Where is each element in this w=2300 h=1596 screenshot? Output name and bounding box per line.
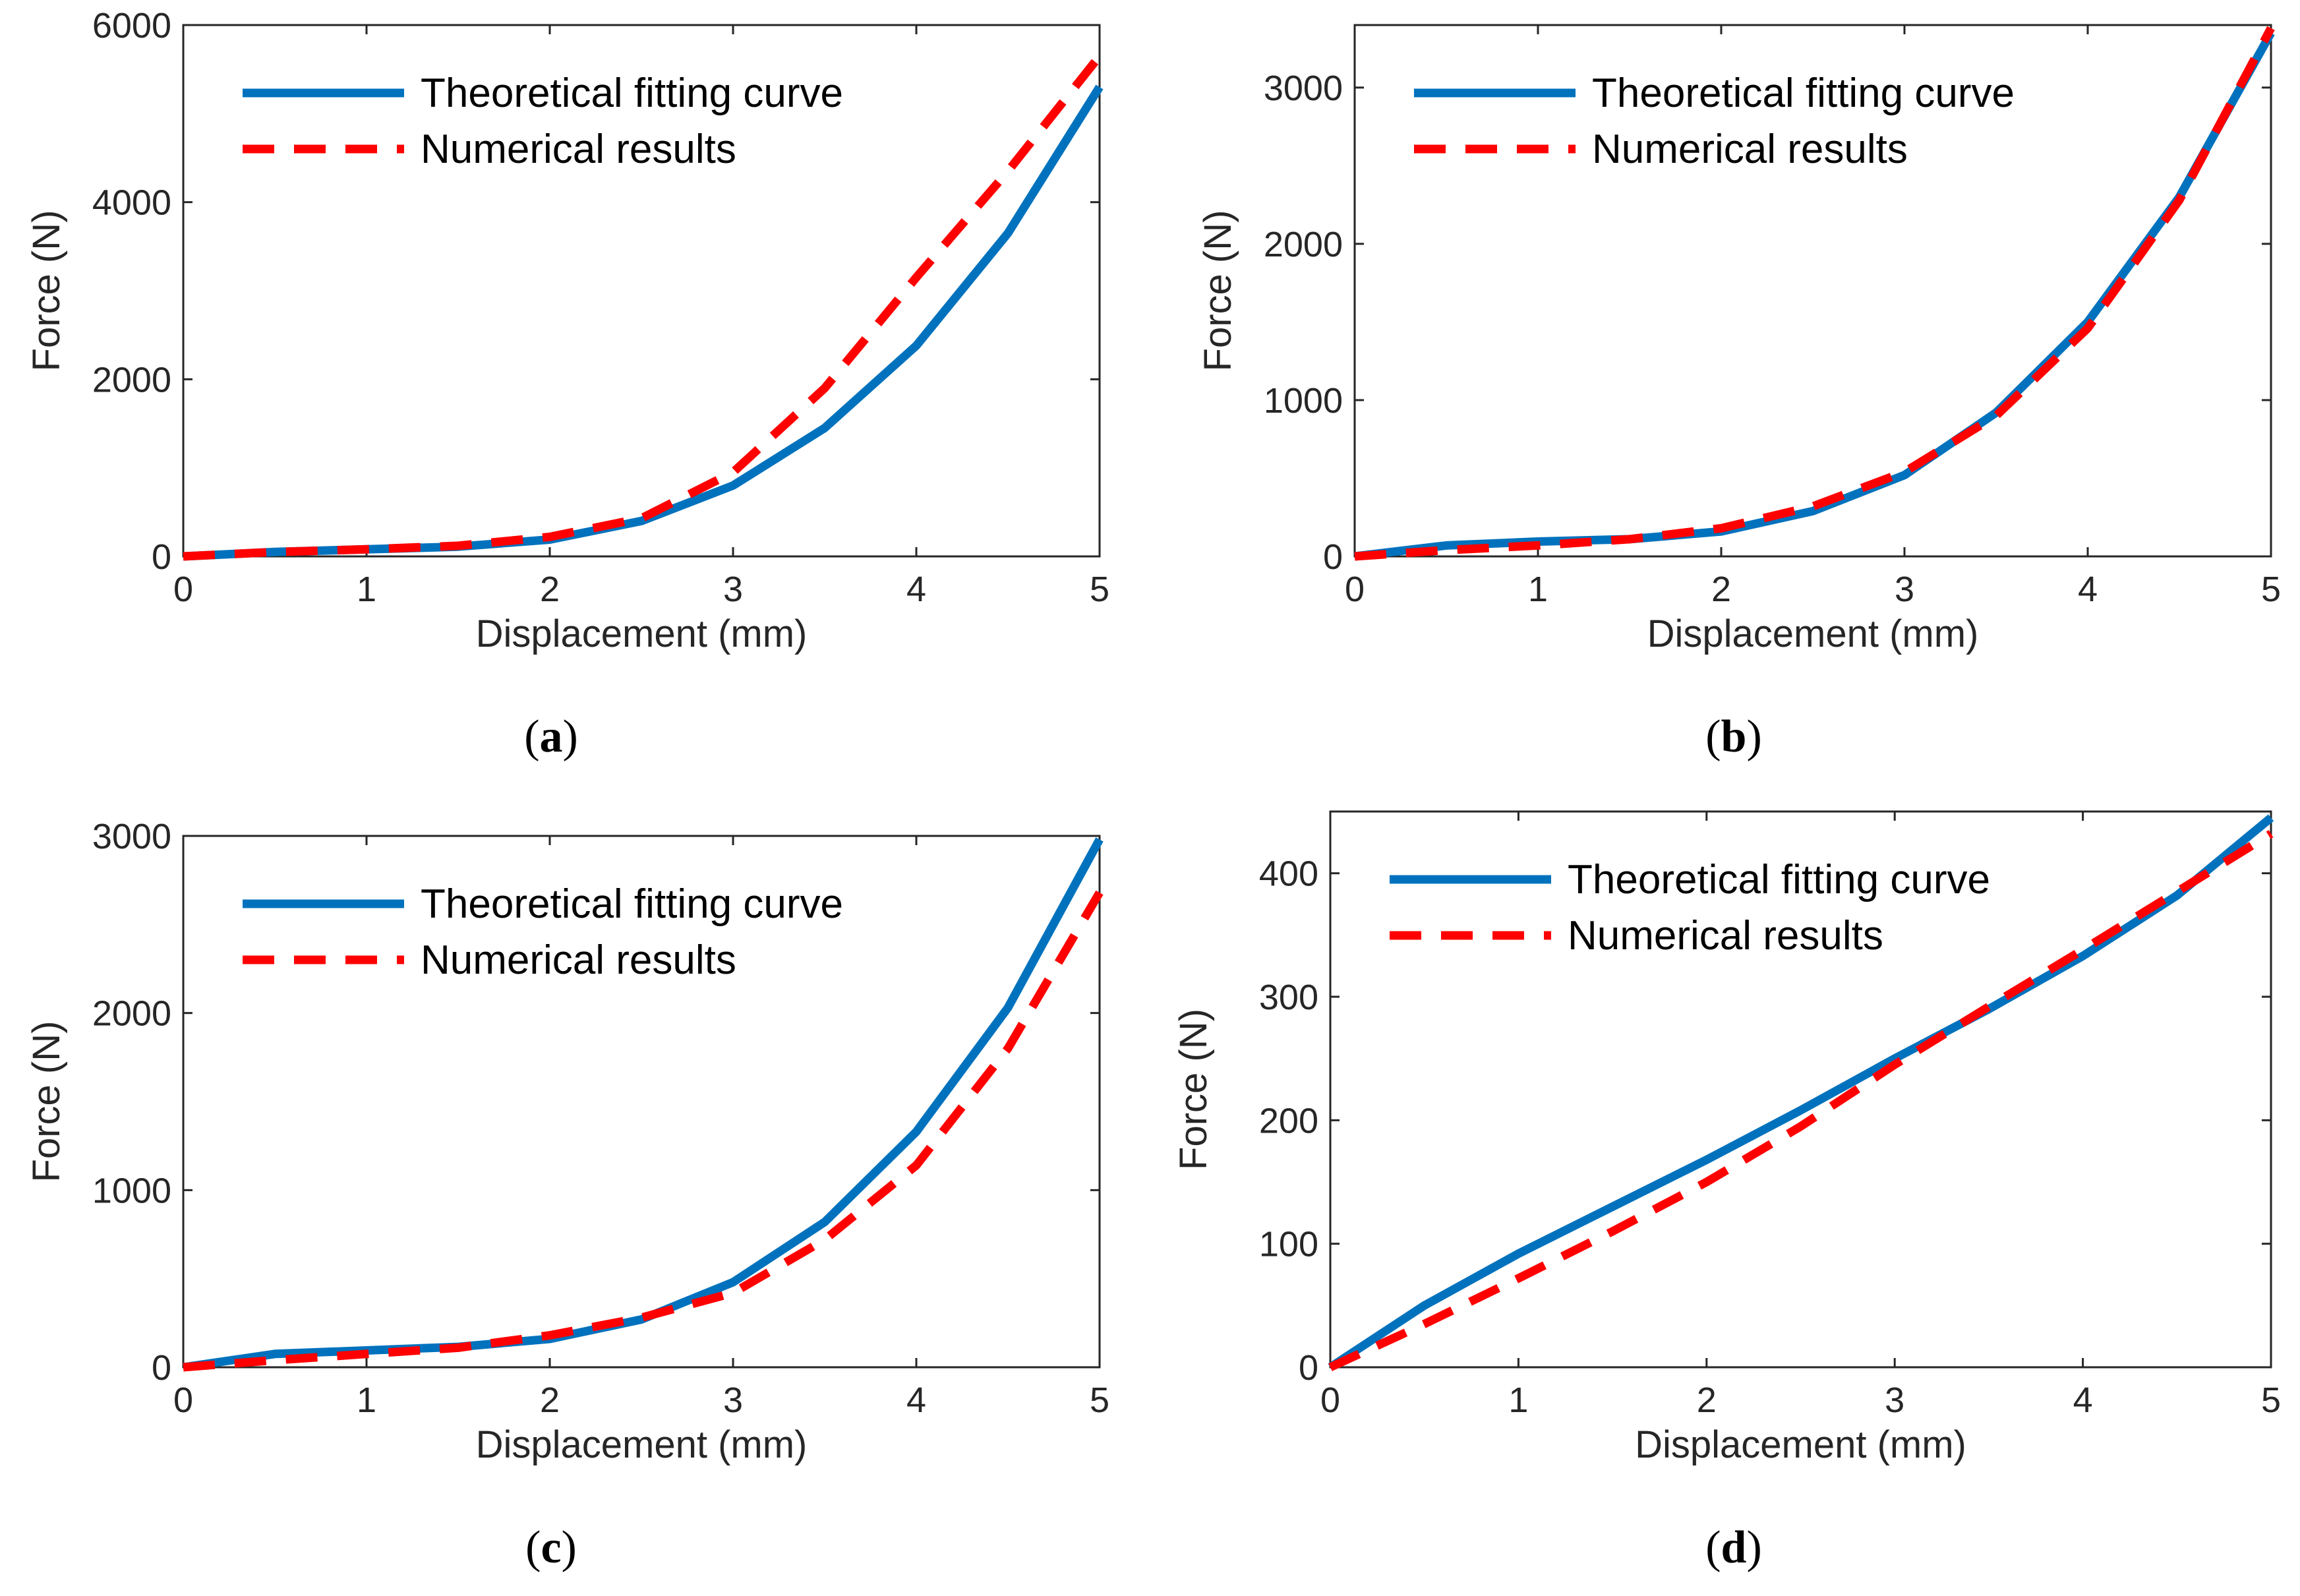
x-tick-label: 4 bbox=[2078, 570, 2098, 609]
chart-panel-d: 0 1 2 3 4 5 0 100 200 300 400 Displacement (mm) Forc… bbox=[1172, 810, 2281, 1573]
x-tick-label: 0 bbox=[173, 570, 193, 609]
x-tick-label: 5 bbox=[1090, 570, 1109, 609]
chart-panel-b: 0 1 2 3 4 5 0 1000 2000 3000 Displacement (mm) Forc… bbox=[1196, 24, 2281, 762]
y-tick-label: 6000 bbox=[92, 6, 171, 45]
x-tick-label: 0 bbox=[1320, 1380, 1340, 1420]
y-tick-label: 4000 bbox=[92, 183, 171, 223]
y-tick-label: 400 bbox=[1259, 854, 1318, 894]
panel-caption: (b) bbox=[1705, 711, 1762, 762]
y-tick-label: 100 bbox=[1259, 1225, 1318, 1264]
x-tick-label: 1 bbox=[1508, 1380, 1528, 1420]
x-tick-label: 2 bbox=[1711, 570, 1731, 609]
x-axis-label: Displacement (mm) bbox=[476, 612, 808, 655]
y-tick-label: 2000 bbox=[92, 994, 171, 1034]
panel-caption: (a) bbox=[524, 711, 578, 762]
y-tick-label: 0 bbox=[152, 537, 171, 577]
y-tick-label: 2000 bbox=[1264, 225, 1343, 264]
legend-label: Numerical results bbox=[421, 937, 736, 983]
x-tick-label: 5 bbox=[2261, 1380, 2281, 1420]
legend-label: Numerical results bbox=[1592, 127, 1908, 172]
series-line-numerical-results bbox=[183, 890, 1104, 1372]
x-tick-label: 2 bbox=[1697, 1380, 1717, 1420]
y-axis-label: Force (N) bbox=[1172, 1009, 1215, 1170]
y-tick-label: 1000 bbox=[92, 1171, 171, 1210]
chart-panel-c: 0 1 2 3 4 5 0 1000 2000 3000 Displacement (mm) Forc… bbox=[25, 817, 1109, 1573]
x-axis-label: Displacement (mm) bbox=[1635, 1423, 1966, 1466]
x-tick-label: 3 bbox=[1885, 1380, 1904, 1420]
series-line-numerical-results bbox=[1328, 830, 2274, 1371]
x-tick-label: 2 bbox=[540, 570, 560, 609]
chart-panel-a: 0 1 2 3 4 5 0 2000 4000 6000 Displacement (mm) Forc… bbox=[25, 6, 1109, 762]
y-axis-label: Force (N) bbox=[1196, 210, 1239, 372]
legend-label: Theoretical fitting curve bbox=[1568, 857, 1990, 902]
x-tick-label: 0 bbox=[1345, 570, 1365, 609]
x-tick-label: 4 bbox=[906, 570, 926, 609]
y-tick-label: 1000 bbox=[1264, 381, 1343, 421]
legend-label: Theoretical fitting curve bbox=[421, 71, 843, 116]
x-tick-label: 4 bbox=[2073, 1380, 2093, 1420]
x-tick-label: 1 bbox=[357, 1380, 376, 1420]
x-tick-label: 2 bbox=[540, 1380, 560, 1420]
x-tick-label: 3 bbox=[1895, 570, 1914, 609]
x-tick-label: 3 bbox=[723, 570, 743, 609]
plot-area-frame bbox=[1329, 810, 2272, 1369]
x-tick-label: 0 bbox=[173, 1380, 193, 1420]
y-axis-label: Force (N) bbox=[25, 210, 68, 372]
series-line-theoretical-fitting-curve bbox=[183, 837, 1104, 1372]
y-tick-label: 2000 bbox=[92, 360, 171, 399]
panel-caption: (d) bbox=[1705, 1522, 1762, 1573]
plot-area-frame bbox=[1353, 24, 2272, 558]
x-tick-label: 1 bbox=[1528, 570, 1548, 609]
x-tick-label: 1 bbox=[357, 570, 376, 609]
y-tick-label: 0 bbox=[1323, 537, 1343, 577]
legend-label: Numerical results bbox=[421, 127, 736, 172]
plot-area-frame bbox=[182, 24, 1101, 558]
x-tick-label: 3 bbox=[723, 1380, 743, 1420]
panel-caption: (c) bbox=[525, 1522, 577, 1573]
legend-label: Numerical results bbox=[1568, 913, 1883, 959]
x-tick-label: 4 bbox=[906, 1380, 926, 1420]
plot-area-frame bbox=[182, 835, 1101, 1369]
y-tick-label: 3000 bbox=[92, 817, 171, 856]
legend-label: Theoretical fitting curve bbox=[1592, 71, 2015, 116]
y-tick-label: 0 bbox=[1299, 1348, 1318, 1388]
x-axis-label: Displacement (mm) bbox=[1647, 612, 1979, 655]
x-tick-label: 5 bbox=[1090, 1380, 1109, 1420]
y-tick-label: 3000 bbox=[1264, 69, 1343, 108]
y-axis-label: Force (N) bbox=[25, 1021, 68, 1183]
series-line-theoretical-fitting-curve bbox=[1328, 814, 2274, 1371]
x-axis-label: Displacement (mm) bbox=[476, 1423, 808, 1466]
series-line-numerical-results bbox=[183, 53, 1104, 561]
series-line-theoretical-fitting-curve bbox=[183, 84, 1104, 561]
y-tick-label: 200 bbox=[1259, 1101, 1318, 1140]
x-tick-label: 5 bbox=[2261, 570, 2281, 609]
y-tick-label: 300 bbox=[1259, 978, 1318, 1017]
series-line-numerical-results bbox=[1354, 26, 2275, 561]
legend-label: Theoretical fitting curve bbox=[421, 881, 843, 927]
y-tick-label: 0 bbox=[152, 1348, 171, 1388]
